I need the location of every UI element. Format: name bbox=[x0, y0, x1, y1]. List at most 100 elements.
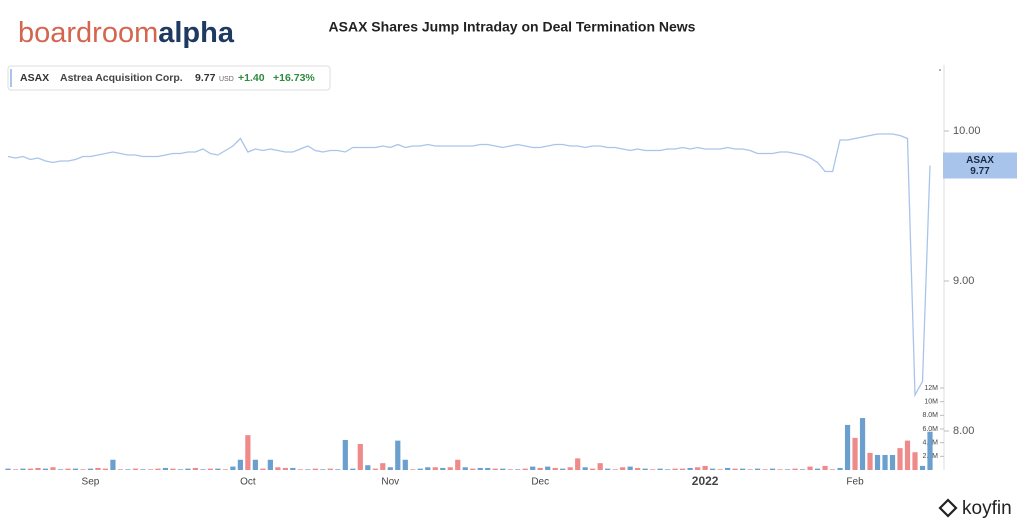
volume-bar bbox=[87, 468, 94, 470]
volume-bar bbox=[192, 467, 198, 470]
volume-bar bbox=[927, 431, 933, 470]
volume-bar bbox=[859, 418, 866, 470]
volume-bar bbox=[560, 468, 566, 470]
volume-bar bbox=[665, 469, 671, 470]
volume-bar bbox=[777, 469, 783, 470]
volume-bar bbox=[897, 448, 903, 470]
volume-tick-label: 8.0M bbox=[922, 412, 938, 419]
volume-bar bbox=[462, 467, 468, 470]
volume-bar bbox=[65, 468, 71, 470]
volume-bar bbox=[207, 468, 213, 470]
legend-ticker: ASAX bbox=[20, 72, 49, 84]
legend-price: 9.77 bbox=[195, 72, 216, 84]
legend-change-pct: +16.73% bbox=[273, 72, 315, 84]
legend-name: Astrea Acquisition Corp. bbox=[60, 72, 183, 84]
volume-bar bbox=[245, 435, 251, 470]
volume-bar bbox=[162, 467, 169, 470]
volume-bar bbox=[12, 469, 19, 470]
x-tick-label: 2022 bbox=[692, 474, 719, 488]
volume-bar bbox=[140, 469, 146, 470]
volume-bar bbox=[582, 467, 588, 470]
volume-bar bbox=[537, 467, 543, 470]
volume-bar bbox=[230, 466, 236, 470]
volume-bar bbox=[635, 467, 641, 470]
volume-bar bbox=[874, 454, 881, 470]
volume-bar bbox=[185, 468, 191, 470]
volume-bar bbox=[530, 466, 536, 470]
volume-bar bbox=[477, 467, 483, 470]
volume-bar bbox=[919, 465, 926, 470]
y-tick-label: 8.00 bbox=[953, 425, 974, 437]
volume-tick-label: 12M bbox=[924, 385, 938, 392]
volume-bar bbox=[507, 469, 513, 470]
volume-bar bbox=[252, 459, 258, 470]
legend-box bbox=[7, 65, 331, 91]
volume-bar bbox=[200, 469, 206, 470]
volume-bar bbox=[575, 458, 581, 470]
volume-bar bbox=[545, 466, 551, 470]
volume-bar bbox=[882, 454, 888, 470]
volume-bar bbox=[552, 467, 558, 470]
volume-bar bbox=[222, 469, 228, 470]
volume-bar bbox=[687, 467, 693, 470]
volume-bar bbox=[102, 468, 109, 470]
volume-bar bbox=[387, 467, 393, 470]
volume-bar bbox=[42, 468, 49, 470]
logo-part2: alpha bbox=[158, 17, 235, 49]
volume-bar bbox=[155, 468, 161, 470]
volume-bar bbox=[380, 463, 386, 470]
footer-text: koyfin bbox=[962, 498, 1012, 519]
volume-bar bbox=[792, 468, 798, 470]
volume-bar bbox=[470, 468, 476, 470]
volume-bar bbox=[500, 468, 506, 470]
volume-bar bbox=[605, 468, 611, 470]
volume-bar bbox=[844, 424, 851, 470]
volume-bar bbox=[72, 468, 79, 470]
volume-bar bbox=[650, 469, 656, 470]
x-tick-label: Oct bbox=[240, 477, 256, 488]
volume-bar bbox=[762, 469, 768, 470]
volume-bar bbox=[342, 439, 348, 470]
volume-bar bbox=[80, 469, 86, 470]
volume-bar bbox=[410, 469, 416, 470]
volume-bar bbox=[904, 440, 911, 470]
footer-icon bbox=[938, 498, 958, 518]
volume-bar bbox=[732, 468, 738, 470]
volume-bar bbox=[627, 466, 633, 470]
volume-bar bbox=[455, 459, 461, 470]
volume-bar bbox=[395, 440, 401, 470]
volume-bar bbox=[327, 468, 333, 470]
volume-bar bbox=[417, 468, 423, 470]
legend-change: +1.40 bbox=[238, 72, 265, 84]
volume-bar bbox=[747, 469, 753, 470]
volume-bar bbox=[237, 459, 243, 470]
volume-bar bbox=[590, 468, 596, 470]
volume-bar bbox=[350, 468, 356, 470]
volume-bar bbox=[432, 467, 438, 470]
volume-bar bbox=[695, 467, 701, 470]
volume-bar bbox=[447, 467, 453, 470]
volume-bar bbox=[305, 469, 311, 470]
price-tag-value: 9.77 bbox=[970, 166, 990, 177]
logo-part1: boardroom bbox=[18, 17, 158, 49]
price-line bbox=[7, 133, 931, 398]
volume-bar bbox=[852, 437, 858, 470]
volume-bar bbox=[522, 468, 528, 470]
volume-bar bbox=[642, 468, 648, 470]
volume-bar bbox=[132, 468, 139, 470]
volume-bar bbox=[27, 468, 34, 470]
volume-bar bbox=[267, 459, 273, 470]
volume-bar bbox=[702, 465, 708, 470]
volume-bar bbox=[20, 468, 26, 470]
volume-bar bbox=[784, 469, 791, 470]
volume-bar bbox=[320, 469, 326, 470]
logo: boardroomalpha bbox=[18, 17, 235, 49]
volume-bar bbox=[889, 454, 896, 470]
x-tick-label: Dec bbox=[531, 477, 549, 488]
volume-bar bbox=[597, 463, 603, 470]
x-tick-label: Feb bbox=[846, 477, 864, 488]
volume-bar bbox=[807, 466, 813, 470]
volume-bar bbox=[170, 468, 176, 470]
volume-bar bbox=[740, 468, 746, 470]
